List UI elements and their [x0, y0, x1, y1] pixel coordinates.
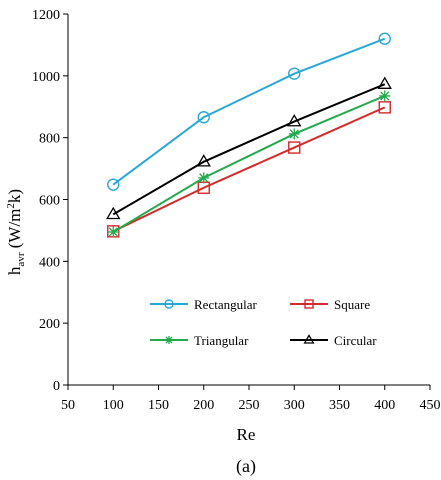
data-point-rectangular: [107, 178, 120, 191]
data-point-rectangular: [288, 67, 301, 80]
legend-item-square: Square: [290, 297, 370, 312]
legend-item-circular: Circular: [290, 333, 377, 348]
tick-labels: 50 100 150 200 250 300 350 400 450 0 200 400 600 800 1…: [32, 8, 441, 413]
series-line-triangular: [112, 95, 386, 233]
x-tick-label: 200: [193, 398, 214, 413]
series-line-square: [112, 106, 386, 233]
data-point-square: [288, 141, 301, 154]
legend-label-rectangular: Rectangular: [194, 297, 257, 312]
legend-label-triangular: Triangular: [194, 333, 249, 348]
legend-label-circular: Circular: [334, 333, 377, 348]
x-tick-label: 100: [103, 398, 124, 413]
x-axis-label: Re: [237, 425, 256, 444]
y-tick-label: 1000: [32, 70, 60, 85]
legend-marker-square: [304, 299, 314, 309]
y-tick-label: 0: [53, 379, 60, 394]
data-point-triangular: [107, 226, 119, 238]
series-line-rectangular: [112, 37, 386, 186]
legend-item-triangular: Triangular: [150, 333, 249, 348]
y-tick-label: 800: [39, 132, 60, 147]
legend-marker-rectangular: [164, 299, 174, 309]
y-tick-label: 600: [39, 194, 60, 209]
data-point-triangular: [288, 128, 300, 140]
axes: [63, 13, 431, 390]
y-tick-label: 1200: [32, 8, 60, 23]
data-point-circular: [196, 154, 211, 167]
x-tick-label: 300: [284, 398, 305, 413]
series-group: [106, 32, 392, 238]
legend-marker-triangular: [165, 336, 173, 344]
data-point-rectangular: [378, 32, 391, 45]
x-tick-label: 450: [420, 398, 441, 413]
x-tick-label: 50: [61, 398, 75, 413]
y-tick-label: 400: [39, 255, 60, 270]
series-circular: [106, 76, 392, 220]
data-point-circular: [106, 206, 121, 220]
y-tick-label: 200: [39, 317, 60, 332]
data-point-circular: [377, 76, 392, 89]
data-point-circular: [287, 113, 302, 127]
legend: Rectangular Square Triangular Circular: [150, 297, 377, 348]
x-tick-label: 250: [239, 398, 260, 413]
figure-caption: (a): [236, 456, 256, 477]
series-square: [107, 101, 391, 238]
legend-marker-circular: [303, 334, 315, 344]
series-triangular: [107, 90, 391, 238]
x-tick-label: 400: [374, 398, 395, 413]
legend-label-square: Square: [334, 297, 370, 312]
series-line-circular: [112, 83, 386, 216]
series-rectangular: [107, 32, 391, 191]
data-point-triangular: [379, 90, 391, 102]
x-tick-label: 150: [148, 398, 169, 413]
data-point-square: [378, 101, 391, 114]
data-point-rectangular: [197, 111, 210, 124]
y-axis-label: havr (W/m2k): [5, 189, 27, 275]
data-point-triangular: [198, 172, 210, 184]
x-tick-label: 350: [329, 398, 350, 413]
legend-item-rectangular: Rectangular: [150, 297, 257, 312]
